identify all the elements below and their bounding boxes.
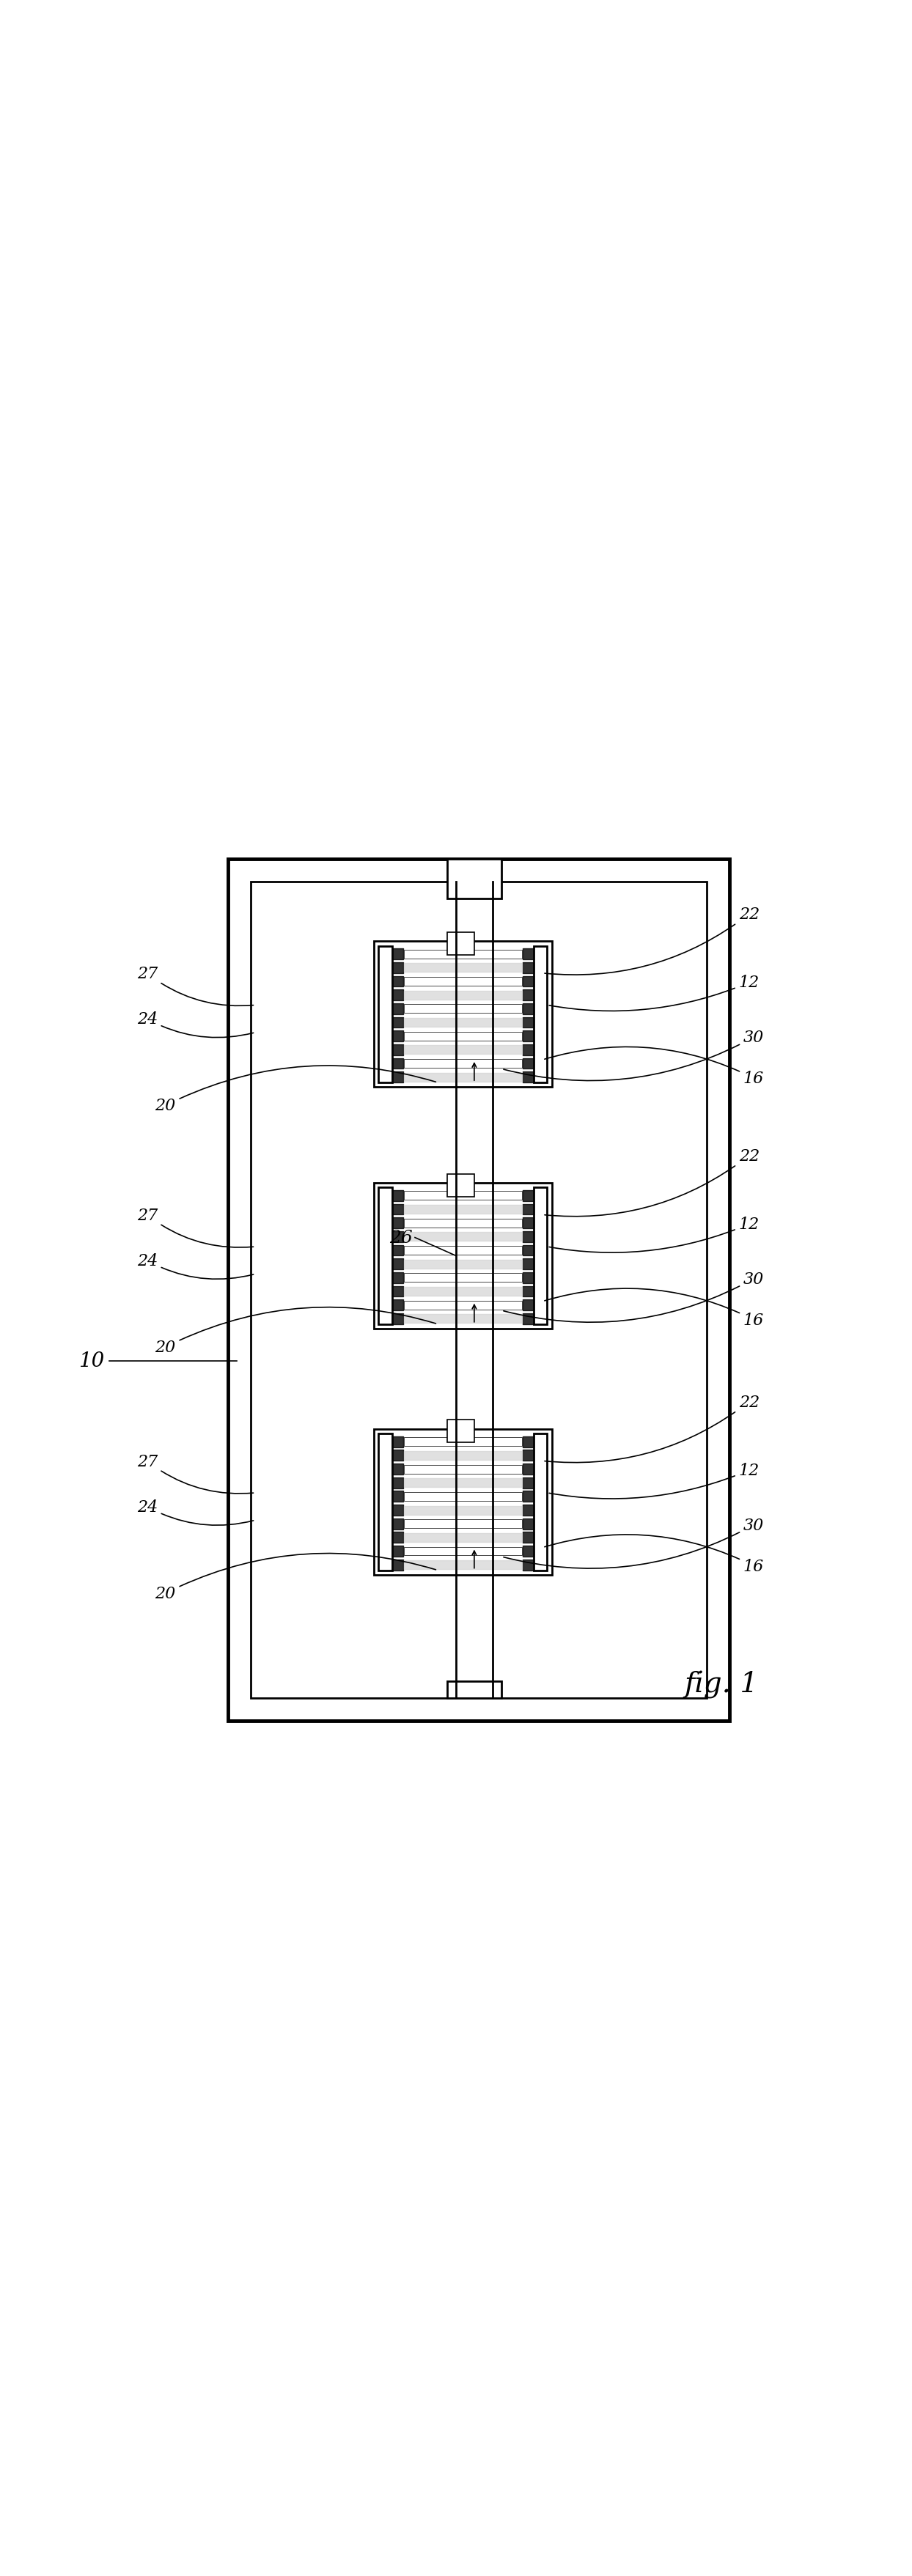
Bar	[228, 860, 730, 1721]
Bar	[404, 1059, 522, 1069]
Bar	[534, 1435, 547, 1571]
Text: fig. 1: fig. 1	[684, 1672, 758, 1698]
Bar	[447, 860, 502, 899]
Text: 24: 24	[137, 1499, 254, 1525]
Bar	[447, 1175, 474, 1198]
Bar	[404, 1218, 522, 1229]
Text: 16: 16	[544, 1048, 764, 1087]
Bar	[404, 1301, 522, 1309]
Text: 16: 16	[544, 1535, 764, 1574]
Text: 24: 24	[137, 1252, 254, 1280]
Bar	[447, 933, 474, 956]
Bar	[378, 1435, 392, 1571]
Bar	[404, 1033, 522, 1041]
Text: 22: 22	[544, 907, 760, 976]
Text: 27: 27	[137, 1453, 254, 1494]
Text: 12: 12	[549, 974, 760, 1012]
Text: 20: 20	[155, 1309, 436, 1355]
Text: 26: 26	[389, 1229, 413, 1247]
Bar	[404, 1466, 522, 1473]
Text: 10: 10	[78, 1350, 104, 1370]
Text: 16: 16	[544, 1288, 764, 1329]
Bar	[404, 951, 522, 958]
Bar	[404, 1247, 522, 1255]
Text: 20: 20	[155, 1553, 436, 1602]
Bar	[447, 1419, 474, 1443]
Bar	[378, 945, 392, 1082]
Bar	[404, 1437, 522, 1445]
Bar	[374, 943, 552, 1087]
Text: 27: 27	[137, 966, 254, 1007]
Text: 20: 20	[155, 1066, 436, 1113]
Text: 12: 12	[549, 1463, 760, 1499]
Bar	[404, 1273, 522, 1283]
Bar	[404, 1492, 522, 1502]
Text: 24: 24	[137, 1012, 254, 1038]
Bar	[374, 1430, 552, 1574]
Bar	[534, 1188, 547, 1324]
Text: 30: 30	[503, 1030, 764, 1082]
Bar	[404, 1005, 522, 1012]
Text: 12: 12	[549, 1216, 760, 1252]
Bar	[447, 1682, 502, 1698]
Bar	[404, 1520, 522, 1528]
Bar	[374, 1182, 552, 1329]
Text: 22: 22	[544, 1149, 760, 1216]
Text: 30: 30	[503, 1270, 764, 1321]
Text: 30: 30	[503, 1517, 764, 1569]
Bar	[404, 1548, 522, 1556]
Bar	[404, 976, 522, 987]
Text: 27: 27	[137, 1208, 254, 1247]
Bar	[534, 945, 547, 1082]
Bar	[251, 884, 707, 1698]
Bar	[378, 1188, 392, 1324]
Text: 22: 22	[544, 1394, 760, 1463]
Bar	[404, 1193, 522, 1200]
